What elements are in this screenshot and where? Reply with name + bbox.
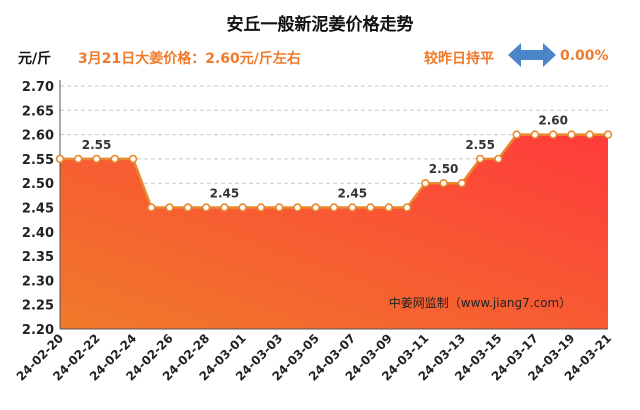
data-point [201, 203, 211, 212]
data-point [366, 203, 375, 212]
data-point [585, 130, 594, 139]
data-point [275, 203, 284, 212]
data-point [74, 154, 83, 164]
data-point [220, 203, 229, 212]
data-point [128, 154, 138, 164]
data-point [421, 179, 430, 188]
data-point [512, 130, 521, 139]
data-label: 2.50 [429, 162, 459, 176]
chart-title: 安丘一般新泥姜价格走势 [226, 15, 414, 35]
y-tick-label: 2.65 [22, 104, 54, 119]
data-point [530, 130, 540, 139]
data-point [92, 154, 101, 164]
data-point [384, 203, 393, 212]
data-point [238, 203, 247, 212]
compare-label: 较昨日持平 [424, 51, 494, 67]
y-tick-label: 2.35 [22, 250, 54, 265]
data-point [55, 154, 65, 164]
y-tick-label: 2.20 [22, 323, 54, 338]
data-point [165, 203, 174, 212]
y-tick-label: 2.40 [22, 226, 54, 241]
price-summary: 3月21日大姜价格：2.60元/斤左右 [78, 51, 301, 67]
data-point [402, 203, 412, 212]
data-label: 2.55 [82, 138, 112, 152]
data-point [457, 179, 467, 188]
data-point [110, 154, 120, 164]
data-point [311, 203, 320, 212]
data-label: 2.45 [210, 187, 240, 201]
data-point [293, 203, 302, 212]
data-point [147, 203, 156, 212]
y-tick-label: 2.50 [22, 177, 54, 192]
y-tick-label: 2.60 [22, 129, 54, 144]
data-label: 2.45 [337, 187, 367, 201]
data-point [256, 203, 266, 212]
data-point [475, 154, 485, 164]
change-percent: 0.00% [560, 48, 609, 64]
y-tick-label: 2.30 [22, 274, 54, 289]
data-point [183, 203, 193, 212]
watermark-text: 中姜网监制（www.jiang7.com） [389, 295, 571, 310]
y-tick-label: 2.45 [22, 202, 54, 217]
data-point [329, 203, 339, 212]
data-point [567, 130, 576, 139]
y-tick-label: 2.25 [22, 299, 54, 314]
double-arrow-icon [508, 43, 556, 67]
data-point [494, 154, 503, 164]
y-tick-label: 2.70 [22, 80, 54, 95]
data-point [439, 179, 448, 188]
price-area [60, 134, 608, 329]
data-label: 2.55 [465, 138, 495, 152]
data-label: 2.60 [538, 114, 568, 128]
y-tick-label: 2.55 [22, 153, 54, 168]
unit-label: 元/斤 [18, 51, 52, 67]
data-point [603, 130, 613, 139]
data-point [348, 203, 357, 212]
data-point [548, 130, 558, 139]
